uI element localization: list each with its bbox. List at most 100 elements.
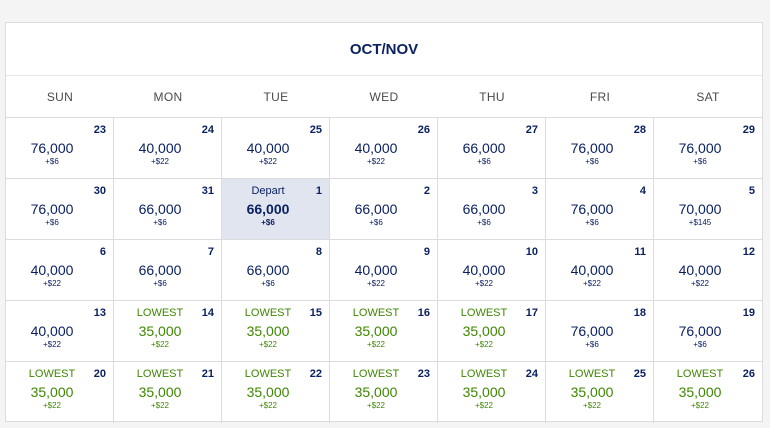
points-price: 35,000 bbox=[354, 323, 398, 339]
day-number: 9 bbox=[423, 246, 430, 258]
tax-fee: +$22 bbox=[474, 340, 494, 349]
calendar-day-cell[interactable]: 8 66,000 +$6 bbox=[222, 240, 330, 301]
calendar-day-cell[interactable]: 26 40,000 +$22 bbox=[330, 118, 438, 179]
points-price: 76,000 bbox=[678, 323, 722, 339]
calendar-day-cell[interactable]: LOWEST 24 35,000 +$22 bbox=[438, 362, 546, 423]
points-price: 70,000 bbox=[678, 201, 722, 217]
day-number: 19 bbox=[742, 307, 755, 319]
calendar-day-cell[interactable]: LOWEST 17 35,000 +$22 bbox=[438, 301, 546, 362]
tax-fee: +$22 bbox=[150, 157, 170, 166]
day-number: 21 bbox=[201, 368, 214, 380]
tax-fee: +$6 bbox=[477, 218, 491, 227]
lowest-badge: LOWEST bbox=[676, 368, 724, 380]
points-price: 76,000 bbox=[678, 140, 722, 156]
points-price: 66,000 bbox=[246, 262, 290, 278]
day-number: 4 bbox=[639, 185, 646, 197]
calendar-day-cell[interactable]: 10 40,000 +$22 bbox=[438, 240, 546, 301]
day-number: 31 bbox=[201, 185, 214, 197]
calendar-day-cell[interactable]: 7 66,000 +$6 bbox=[114, 240, 222, 301]
calendar-day-cell[interactable]: 13 40,000 +$22 bbox=[6, 301, 114, 362]
tax-fee: +$22 bbox=[366, 401, 386, 410]
calendar-day-cell[interactable]: 12 40,000 +$22 bbox=[654, 240, 762, 301]
tax-fee: +$6 bbox=[585, 218, 599, 227]
day-number: 23 bbox=[93, 124, 106, 136]
tax-fee: +$6 bbox=[693, 157, 707, 166]
weekday-header: SUN MON TUE WED THU FRI SAT bbox=[6, 76, 762, 118]
day-number: 29 bbox=[742, 124, 755, 136]
calendar-day-cell[interactable]: 3 66,000 +$6 bbox=[438, 179, 546, 240]
points-price: 76,000 bbox=[570, 140, 614, 156]
day-number: 3 bbox=[531, 185, 538, 197]
lowest-badge: LOWEST bbox=[244, 307, 292, 319]
points-price: 40,000 bbox=[354, 140, 398, 156]
day-number: 28 bbox=[633, 124, 646, 136]
day-number: 8 bbox=[315, 246, 322, 258]
calendar-day-cell[interactable]: LOWEST 16 35,000 +$22 bbox=[330, 301, 438, 362]
calendar-day-cell[interactable]: LOWEST 20 35,000 +$22 bbox=[6, 362, 114, 423]
tax-fee: +$22 bbox=[474, 401, 494, 410]
day-number: 15 bbox=[309, 307, 322, 319]
day-number: 26 bbox=[417, 124, 430, 136]
calendar-day-cell[interactable]: 31 66,000 +$6 bbox=[114, 179, 222, 240]
day-number: 1 bbox=[315, 185, 322, 197]
day-grid: 23 76,000 +$6 24 40,000 +$22 25 40,000 +$22 26 40,… bbox=[6, 118, 762, 423]
calendar-day-cell[interactable]: 29 76,000 +$6 bbox=[654, 118, 762, 179]
day-number: 26 bbox=[742, 368, 755, 380]
day-number: 13 bbox=[93, 307, 106, 319]
lowest-badge: LOWEST bbox=[136, 307, 184, 319]
weekday-wed: WED bbox=[369, 90, 399, 104]
calendar-day-cell[interactable]: 9 40,000 +$22 bbox=[330, 240, 438, 301]
calendar-day-cell[interactable]: 11 40,000 +$22 bbox=[546, 240, 654, 301]
tax-fee: +$22 bbox=[582, 401, 602, 410]
calendar-day-cell[interactable]: 27 66,000 +$6 bbox=[438, 118, 546, 179]
day-number: 23 bbox=[417, 368, 430, 380]
points-price: 76,000 bbox=[30, 140, 74, 156]
calendar-day-cell[interactable]: LOWEST 21 35,000 +$22 bbox=[114, 362, 222, 423]
points-price: 66,000 bbox=[246, 201, 290, 217]
tax-fee: +$6 bbox=[153, 279, 167, 288]
tax-fee: +$22 bbox=[690, 401, 710, 410]
calendar-day-cell[interactable]: 4 76,000 +$6 bbox=[546, 179, 654, 240]
day-number: 7 bbox=[207, 246, 214, 258]
calendar-day-cell[interactable]: 2 66,000 +$6 bbox=[330, 179, 438, 240]
calendar-day-cell[interactable]: 19 76,000 +$6 bbox=[654, 301, 762, 362]
points-price: 35,000 bbox=[354, 384, 398, 400]
calendar-day-cell[interactable]: LOWEST 25 35,000 +$22 bbox=[546, 362, 654, 423]
calendar-day-cell[interactable]: 23 76,000 +$6 bbox=[6, 118, 114, 179]
calendar-day-cell[interactable]: LOWEST 26 35,000 +$22 bbox=[654, 362, 762, 423]
day-number: 16 bbox=[417, 307, 430, 319]
tax-fee: +$22 bbox=[42, 401, 62, 410]
weekday-mon: MON bbox=[153, 90, 183, 104]
calendar-day-cell[interactable]: 28 76,000 +$6 bbox=[546, 118, 654, 179]
tax-fee: +$6 bbox=[153, 218, 167, 227]
calendar-day-cell[interactable]: LOWEST 23 35,000 +$22 bbox=[330, 362, 438, 423]
calendar-day-cell[interactable]: 25 40,000 +$22 bbox=[222, 118, 330, 179]
points-price: 76,000 bbox=[570, 323, 614, 339]
calendar-day-cell[interactable]: LOWEST 22 35,000 +$22 bbox=[222, 362, 330, 423]
calendar-day-cell[interactable]: 24 40,000 +$22 bbox=[114, 118, 222, 179]
weekday-fri: FRI bbox=[589, 90, 611, 104]
calendar-day-cell[interactable]: 18 76,000 +$6 bbox=[546, 301, 654, 362]
points-price: 66,000 bbox=[462, 140, 506, 156]
calendar-day-cell[interactable]: LOWEST 15 35,000 +$22 bbox=[222, 301, 330, 362]
calendar-day-cell[interactable]: 30 76,000 +$6 bbox=[6, 179, 114, 240]
points-price: 35,000 bbox=[138, 384, 182, 400]
calendar-day-cell[interactable]: 6 40,000 +$22 bbox=[6, 240, 114, 301]
points-price: 40,000 bbox=[462, 262, 506, 278]
calendar-day-cell[interactable]: Depart 1 66,000 +$6 bbox=[222, 179, 330, 240]
calendar-day-cell[interactable]: 5 70,000 +$145 bbox=[654, 179, 762, 240]
lowest-badge: LOWEST bbox=[352, 307, 400, 319]
points-price: 66,000 bbox=[354, 201, 398, 217]
points-price: 35,000 bbox=[246, 384, 290, 400]
tax-fee: +$6 bbox=[45, 157, 59, 166]
points-price: 40,000 bbox=[570, 262, 614, 278]
day-number: 24 bbox=[201, 124, 214, 136]
points-price: 40,000 bbox=[246, 140, 290, 156]
tax-fee: +$22 bbox=[474, 279, 494, 288]
tax-fee: +$6 bbox=[477, 157, 491, 166]
depart-label: Depart bbox=[251, 185, 285, 197]
calendar-day-cell[interactable]: LOWEST 14 35,000 +$22 bbox=[114, 301, 222, 362]
day-number: 10 bbox=[525, 246, 538, 258]
day-number: 25 bbox=[633, 368, 646, 380]
tax-fee: +$22 bbox=[690, 279, 710, 288]
